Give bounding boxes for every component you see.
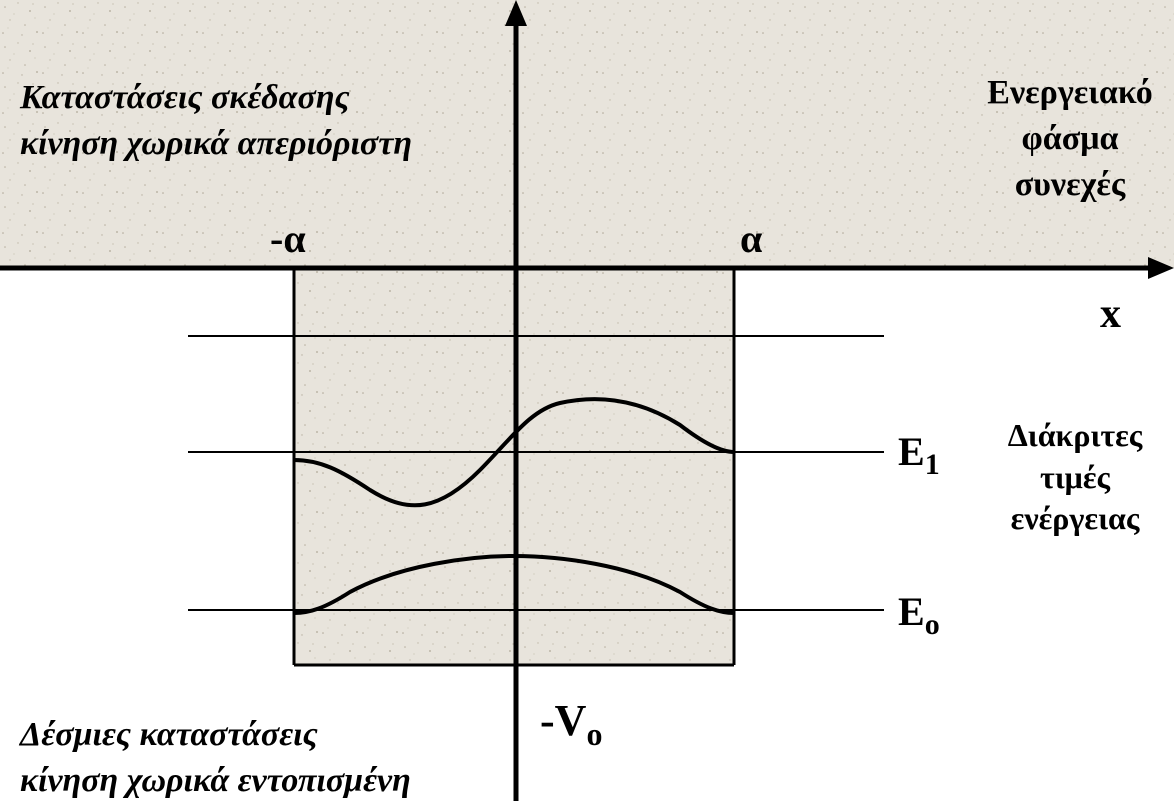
label-x-axis: x — [1100, 290, 1121, 338]
annotation-bound-states: Δέσμιες καταστάσεις κίνηση χωρικά εντοπι… — [20, 712, 411, 804]
annotation-discrete-values: Διάκριτες τιμές ενέργειας — [990, 415, 1160, 540]
label-e1: E1 — [898, 428, 940, 482]
label-minus-alpha: -α — [270, 215, 306, 262]
label-e0: Eo — [898, 588, 940, 642]
annotation-scattering: Καταστάσεις σκέδασης κίνηση χωρικά απερι… — [20, 75, 412, 167]
label-minus-v0: -Vo — [540, 695, 602, 753]
potential-well-diagram: -α α x -Vo E1 Eo Καταστάσεις σκέδασης κί… — [0, 0, 1174, 801]
annotation-continuous-spectrum: Ενεργειακό φάσμα συνεχές — [975, 70, 1165, 208]
label-alpha: α — [740, 215, 762, 262]
